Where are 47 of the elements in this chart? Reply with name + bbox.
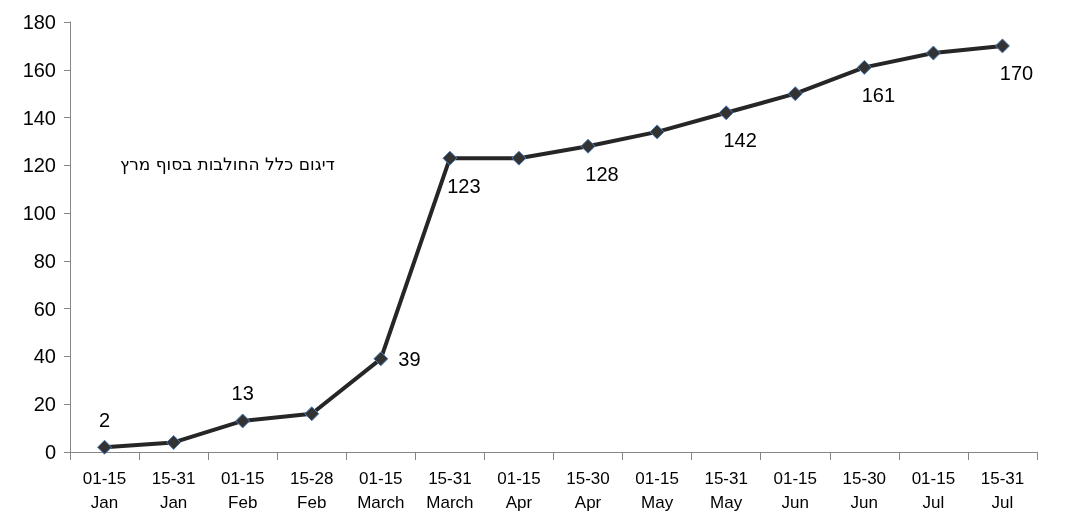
data-label: 39 bbox=[398, 347, 421, 370]
point bbox=[235, 413, 251, 429]
point bbox=[580, 138, 596, 154]
y-tick-label: 0 bbox=[44, 441, 56, 463]
x-tick-label: 01-15 Jan bbox=[82, 468, 127, 512]
annotation: דיגום כלל החולבות בסוף מרץ bbox=[120, 153, 335, 174]
y-tick-label: 120 bbox=[22, 154, 56, 177]
point bbox=[994, 38, 1010, 54]
y-tick-label: 60 bbox=[33, 297, 56, 320]
x-tick-label: 01-15 May bbox=[635, 468, 679, 512]
x-tick-label: 15-28 Feb bbox=[290, 468, 334, 512]
x-tick-label: 01-15 Jun bbox=[773, 468, 817, 512]
data-label: 128 bbox=[585, 162, 619, 185]
data-label: 161 bbox=[861, 83, 896, 106]
x-tick-label: 15-30 Jun bbox=[842, 468, 887, 512]
x-tick-label: 15-31 March bbox=[426, 468, 474, 512]
data-label: 123 bbox=[447, 174, 481, 197]
data-label: 170 bbox=[999, 62, 1034, 85]
y-tick-label: 160 bbox=[22, 58, 56, 81]
point bbox=[925, 45, 941, 61]
point bbox=[373, 351, 389, 367]
point bbox=[718, 105, 734, 121]
x-tick-label: 15-30 Apr bbox=[566, 468, 610, 512]
y-tick-label: 100 bbox=[22, 202, 56, 225]
x-tick-label: 15-31 Jul bbox=[980, 468, 1025, 512]
y-tick-label: 140 bbox=[22, 106, 56, 129]
y-tick-label: 80 bbox=[33, 249, 56, 272]
data-label: 142 bbox=[723, 129, 757, 152]
x-tick-label: 15-31 Jan bbox=[151, 468, 196, 512]
point bbox=[649, 124, 665, 140]
point bbox=[442, 150, 458, 166]
x-tick-label: 01-15 Feb bbox=[220, 468, 265, 512]
data-label: 2 bbox=[98, 408, 111, 431]
point bbox=[511, 150, 527, 166]
y-tick-label: 180 bbox=[22, 11, 56, 33]
y-tick-label: 20 bbox=[33, 393, 56, 416]
point bbox=[166, 434, 182, 450]
y-tick-label: 40 bbox=[33, 345, 56, 368]
point bbox=[856, 59, 872, 75]
point bbox=[787, 86, 803, 102]
x-tick-label: 01-15 Jul bbox=[911, 468, 956, 512]
point bbox=[304, 406, 320, 422]
point bbox=[97, 439, 113, 455]
x-tick-label: 01-15 March bbox=[357, 468, 405, 512]
x-tick-label: 15-31 May bbox=[704, 468, 748, 512]
x-tick-label: 01-15 Apr bbox=[497, 468, 541, 512]
data-label: 13 bbox=[231, 382, 254, 405]
